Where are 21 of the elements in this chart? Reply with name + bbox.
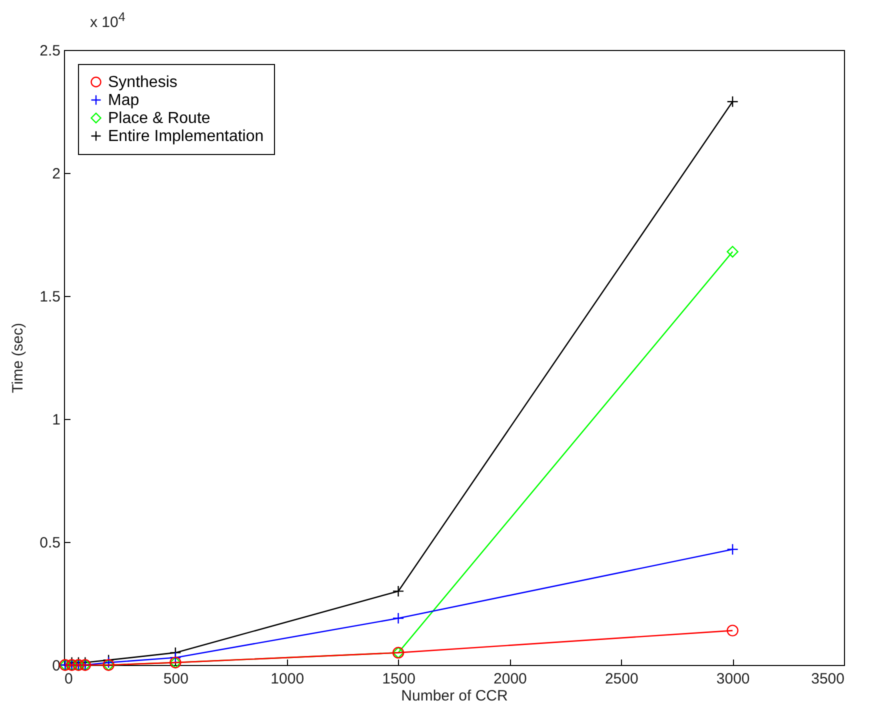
x-tick-label: 1500 bbox=[382, 670, 416, 688]
y-tick-label: 1.5 bbox=[40, 288, 60, 306]
x-tick-label: 2500 bbox=[604, 670, 638, 688]
x-tick-label: 2000 bbox=[494, 670, 527, 688]
y-tick-label: 2.5 bbox=[40, 42, 60, 60]
x-tick-label: 0 bbox=[64, 670, 73, 688]
text: x 10$^{4}$ bbox=[90, 10, 126, 31]
y-axis-title: Time (sec) bbox=[10, 322, 27, 394]
legend-label: Map bbox=[108, 92, 140, 109]
y-tick-label: 2 bbox=[52, 166, 60, 182]
x-axis-title: Number of CCR bbox=[401, 688, 508, 704]
y-tick-label: 0.5 bbox=[40, 534, 60, 552]
x-tick-label: 3500 bbox=[811, 670, 844, 688]
x-tick-label: 500 bbox=[163, 670, 188, 688]
y-tick-label: 1 bbox=[52, 412, 60, 428]
legend-label: Place & Route bbox=[108, 110, 210, 127]
legend-label: Synthesis bbox=[108, 74, 178, 91]
y-tick-label: 0 bbox=[52, 658, 60, 674]
legend-label: Entire Implementation bbox=[108, 128, 264, 145]
x-tick-label: 1000 bbox=[270, 670, 304, 688]
x-tick-label: 3000 bbox=[716, 670, 750, 688]
